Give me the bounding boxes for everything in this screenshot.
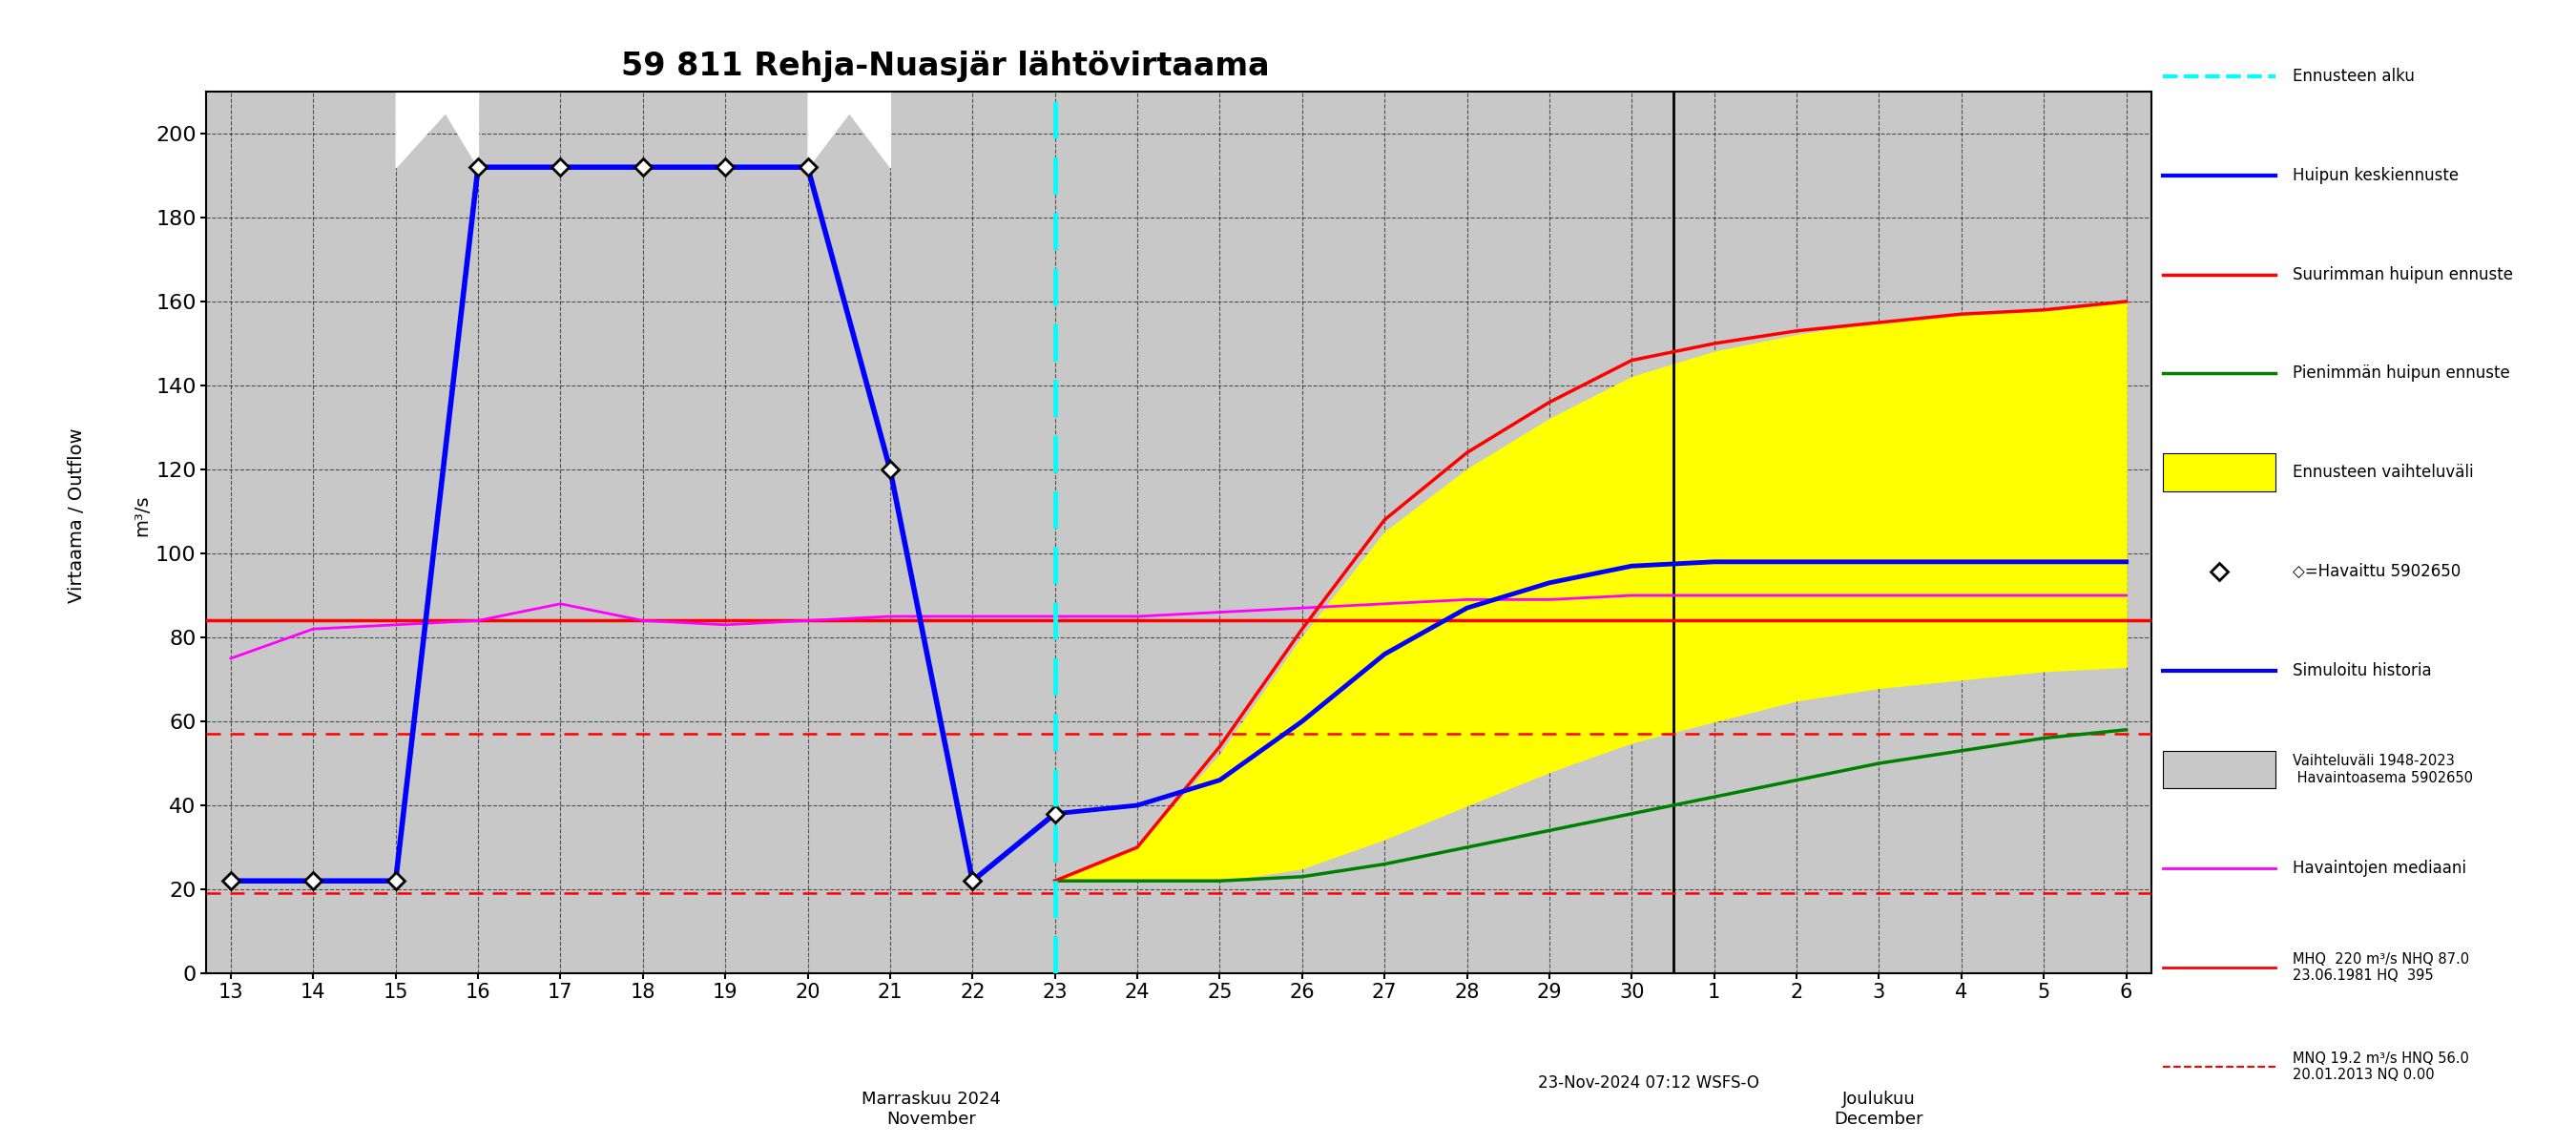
Text: Simuloitu historia: Simuloitu historia xyxy=(2293,662,2432,679)
Text: Vaihteluväli 1948-2023
 Havaintoasema 5902650: Vaihteluväli 1948-2023 Havaintoasema 590… xyxy=(2293,755,2473,785)
Bar xyxy=(2164,453,2275,491)
Text: 23-Nov-2024 07:12 WSFS-O: 23-Nov-2024 07:12 WSFS-O xyxy=(1538,1074,1759,1091)
Bar xyxy=(2164,751,2275,789)
Text: ◇=Havaittu 5902650: ◇=Havaittu 5902650 xyxy=(2293,563,2460,581)
Text: Huipun keskiennuste: Huipun keskiennuste xyxy=(2293,167,2458,184)
Text: Joulukuu
December: Joulukuu December xyxy=(1834,1091,1924,1128)
Text: Virtaama / Outflow: Virtaama / Outflow xyxy=(67,427,88,603)
Title: 59 811 Rehja-Nuasjär lähtövirtaama: 59 811 Rehja-Nuasjär lähtövirtaama xyxy=(621,50,1270,82)
Text: Ennusteen vaihteluväli: Ennusteen vaihteluväli xyxy=(2293,464,2473,481)
Text: Ennusteen alku: Ennusteen alku xyxy=(2293,68,2414,85)
Text: Pienimmän huipun ennuste: Pienimmän huipun ennuste xyxy=(2293,365,2509,382)
Text: m³/s: m³/s xyxy=(131,495,152,536)
Text: MHQ  220 m³/s NHQ 87.0
23.06.1981 HQ  395: MHQ 220 m³/s NHQ 87.0 23.06.1981 HQ 395 xyxy=(2293,953,2468,984)
Text: Suurimman huipun ennuste: Suurimman huipun ennuste xyxy=(2293,266,2512,283)
Text: MNQ 19.2 m³/s HNQ 56.0
20.01.2013 NQ 0.00: MNQ 19.2 m³/s HNQ 56.0 20.01.2013 NQ 0.0… xyxy=(2293,1051,2468,1082)
Text: Havaintojen mediaani: Havaintojen mediaani xyxy=(2293,860,2465,877)
Text: Marraskuu 2024
November: Marraskuu 2024 November xyxy=(863,1091,1002,1128)
